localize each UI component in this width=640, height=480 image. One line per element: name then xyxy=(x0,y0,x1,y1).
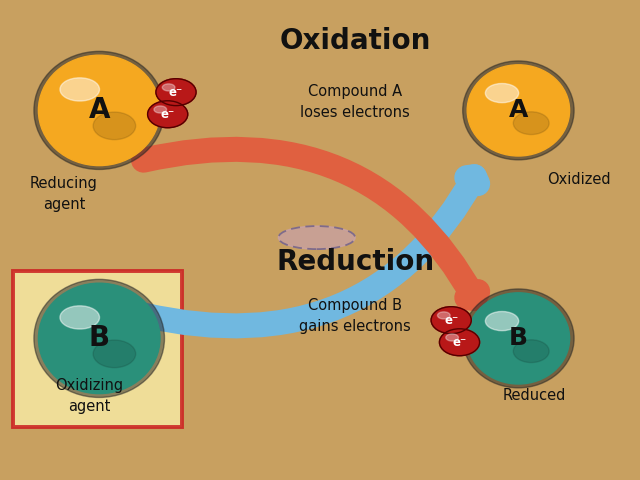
Text: Compound A
loses electrons: Compound A loses electrons xyxy=(300,84,410,120)
Ellipse shape xyxy=(154,106,166,113)
FancyBboxPatch shape xyxy=(13,271,182,427)
Text: Oxidizing
agent: Oxidizing agent xyxy=(56,378,124,414)
FancyArrowPatch shape xyxy=(143,177,477,326)
FancyArrowPatch shape xyxy=(143,149,477,299)
Ellipse shape xyxy=(467,65,570,156)
Ellipse shape xyxy=(34,51,164,169)
Ellipse shape xyxy=(38,283,160,394)
Ellipse shape xyxy=(446,334,458,341)
Ellipse shape xyxy=(463,289,574,388)
Text: Oxidized: Oxidized xyxy=(547,172,611,188)
Ellipse shape xyxy=(38,55,160,166)
Ellipse shape xyxy=(93,340,136,368)
Ellipse shape xyxy=(60,78,99,101)
Ellipse shape xyxy=(438,312,450,319)
Text: B: B xyxy=(509,326,528,350)
Ellipse shape xyxy=(163,84,175,91)
Text: Oxidation: Oxidation xyxy=(280,27,431,55)
Text: A: A xyxy=(88,96,110,124)
Ellipse shape xyxy=(156,79,196,106)
Text: A: A xyxy=(509,98,528,122)
Text: Compound B
gains electrons: Compound B gains electrons xyxy=(300,298,411,334)
Text: B: B xyxy=(88,324,110,352)
Text: e⁻: e⁻ xyxy=(452,336,467,349)
Ellipse shape xyxy=(463,61,574,160)
Ellipse shape xyxy=(34,279,164,397)
Text: Reduction: Reduction xyxy=(276,248,435,276)
Ellipse shape xyxy=(485,84,518,103)
Ellipse shape xyxy=(440,329,479,356)
Text: e⁻: e⁻ xyxy=(161,108,175,121)
Ellipse shape xyxy=(513,112,549,134)
Ellipse shape xyxy=(485,312,518,331)
Ellipse shape xyxy=(431,307,471,334)
Text: e⁻: e⁻ xyxy=(169,85,183,99)
Text: Reduced: Reduced xyxy=(502,388,566,404)
Ellipse shape xyxy=(278,226,355,249)
Ellipse shape xyxy=(93,112,136,140)
Ellipse shape xyxy=(513,340,549,362)
Ellipse shape xyxy=(60,306,99,329)
Ellipse shape xyxy=(148,101,188,128)
Text: Reducing
agent: Reducing agent xyxy=(30,177,98,213)
Ellipse shape xyxy=(467,293,570,384)
Text: e⁻: e⁻ xyxy=(444,313,458,327)
